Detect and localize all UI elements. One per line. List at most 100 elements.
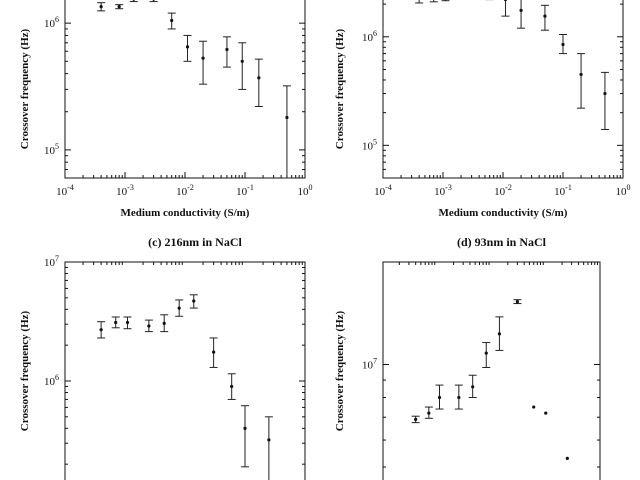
y-tick-base: 10 [362, 32, 374, 44]
x-tick-label: 10-2 [494, 183, 512, 198]
y-tick-label: 106 [44, 15, 59, 30]
data-point [129, 0, 138, 3]
data-marker [114, 320, 118, 325]
y-tick-exp: 7 [55, 254, 59, 263]
data-point [111, 316, 120, 329]
data-point [565, 456, 569, 460]
y-tick-label: 106 [362, 29, 377, 44]
data-point [199, 40, 208, 85]
x-tick-label: 10-3 [116, 183, 134, 198]
x-tick-base: 10 [494, 186, 506, 198]
data-marker [543, 14, 547, 18]
data-point [254, 58, 263, 107]
y-tick-label: 107 [362, 357, 377, 372]
data-point [222, 36, 231, 68]
x-tick-exp: -2 [187, 183, 194, 192]
data-marker [437, 395, 442, 400]
data-point [97, 321, 106, 339]
y-tick-exp: 6 [55, 15, 59, 24]
data-marker [201, 56, 205, 60]
data-point [411, 415, 420, 424]
y-tick-label: 106 [44, 373, 59, 388]
chart-panel-4: 107 Crossover frequency (Hz) (d) 93nm in N… [334, 235, 601, 480]
x-tick-exp: -2 [505, 183, 512, 192]
x-tick-base: 10 [298, 186, 310, 198]
data-marker [515, 300, 519, 304]
data-point [115, 4, 124, 10]
x-tick-label: 10-4 [56, 183, 74, 198]
data-marker [503, 0, 508, 2]
data-point [183, 34, 192, 62]
data-point [264, 416, 273, 480]
x-tick-label: 10-3 [434, 183, 452, 198]
y-tick-label: 105 [362, 137, 377, 152]
panel-title: (d) 93nm in NaCl [457, 235, 547, 249]
data-point [160, 314, 169, 333]
x-tick-base: 10 [374, 186, 386, 198]
data-point [468, 374, 477, 398]
data-marker [162, 321, 166, 325]
data-marker [192, 299, 196, 303]
x-tick-label: 100 [298, 183, 313, 198]
x-tick-base: 10 [176, 186, 188, 198]
data-marker [132, 0, 136, 1]
data-point [227, 373, 236, 400]
x-tick-base: 10 [434, 186, 446, 198]
y-tick-base: 10 [362, 140, 374, 152]
data-point [144, 319, 153, 333]
y-tick-label: 105 [44, 142, 59, 157]
data-marker [257, 76, 261, 80]
data-marker [243, 426, 247, 430]
y-tick-exp: 5 [55, 142, 59, 151]
y-tick-base: 10 [44, 257, 56, 269]
x-tick-base: 10 [616, 186, 628, 198]
y-tick-base: 10 [362, 360, 374, 372]
data-marker [147, 324, 151, 328]
data-point [241, 405, 249, 468]
x-tick-label: 100 [616, 183, 631, 198]
data-marker [230, 384, 234, 389]
x-tick-exp: -4 [385, 183, 392, 192]
data-marker [177, 306, 181, 310]
data-point [282, 85, 291, 179]
data-point [501, 0, 510, 17]
data-point [149, 0, 158, 3]
data-point [97, 2, 106, 12]
data-point [540, 4, 549, 31]
y-tick-exp: 7 [373, 357, 377, 366]
data-point [175, 299, 184, 317]
data-point [559, 33, 567, 55]
data-point [454, 384, 463, 410]
x-axis-label: Medium conductivity (S/m) [121, 207, 250, 219]
plot-frame [64, 0, 306, 179]
x-tick-base: 10 [56, 186, 68, 198]
data-point [429, 0, 438, 3]
x-tick-exp: -3 [445, 183, 452, 192]
data-marker [603, 91, 607, 96]
data-point [441, 0, 450, 2]
data-marker [240, 59, 244, 63]
x-tick-base: 10 [116, 186, 128, 198]
plot-frame [382, 0, 624, 179]
data-point [513, 299, 522, 305]
y-tick-exp: 5 [373, 137, 377, 146]
y-tick-exp: 6 [55, 373, 59, 382]
data-marker [170, 18, 174, 23]
x-tick-label: 10-1 [236, 183, 254, 198]
data-point [167, 12, 176, 30]
plot-frame [382, 261, 601, 480]
data-point [424, 406, 433, 419]
data-marker [414, 417, 418, 421]
data-marker [471, 385, 475, 389]
data-point [435, 384, 444, 410]
x-tick-exp: 0 [309, 183, 313, 192]
data-marker [544, 411, 548, 415]
data-point [517, 0, 526, 29]
x-tick-exp: -4 [67, 183, 74, 192]
y-tick-exp: 6 [373, 29, 377, 38]
data-marker [484, 351, 488, 355]
y-tick-base: 10 [44, 145, 56, 157]
x-tick-exp: -3 [127, 183, 134, 192]
